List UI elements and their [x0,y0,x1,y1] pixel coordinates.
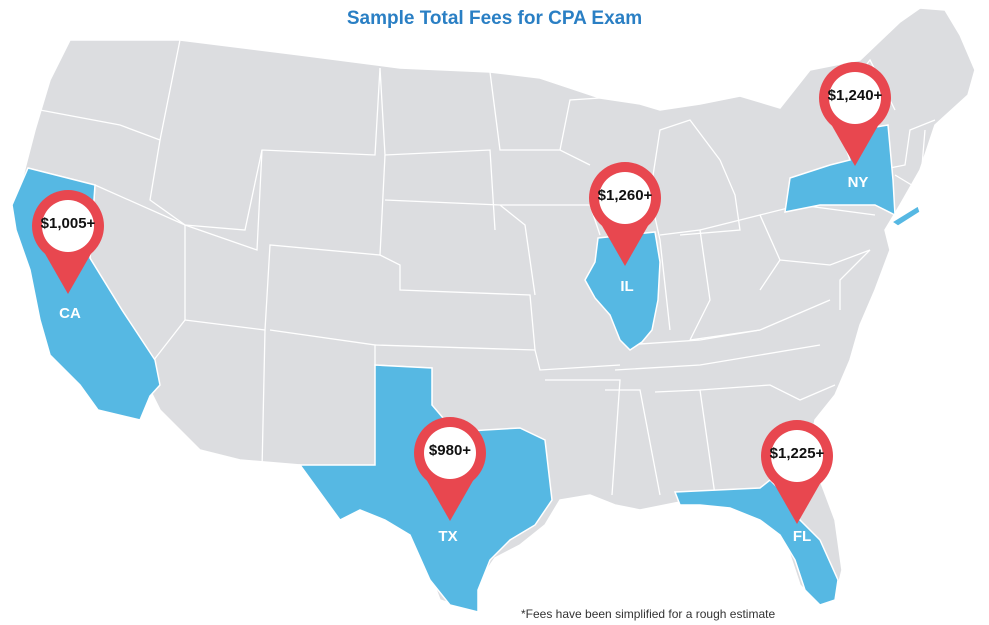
pin-marker-tx [414,417,486,521]
map-title: Sample Total Fees for CPA Exam [346,8,643,29]
state-illinois[interactable] [584,231,661,351]
pin-marker-ca [32,190,104,294]
fee-label: $1,005+ [40,215,96,232]
fee-label: $1,225+ [769,445,825,462]
fee-label: $980+ [428,442,472,459]
state-label-fl: FL [792,528,812,545]
state-label-tx: TX [438,528,458,545]
pin-marker-ny [819,62,891,166]
footnote: *Fees have been simplified for a rough e… [521,607,776,621]
pin-marker-il [589,162,661,266]
pin-shapes [32,62,891,524]
pin-marker-fl [761,420,833,524]
pin-il[interactable]: $1,260+ [585,162,665,272]
state-borders [27,39,936,496]
state-new-york[interactable] [784,124,896,217]
fee-label: $1,240+ [827,87,883,104]
long-island[interactable] [890,205,921,227]
pin-ny[interactable]: $1,240+ [815,62,895,172]
state-label-il: IL [620,278,634,295]
pin-ca[interactable]: $1,005+ [28,190,108,300]
state-label-ny: NY [847,174,869,191]
state-label-ca: CA [59,305,81,322]
fee-label: $1,260+ [597,187,653,204]
pin-fl[interactable]: $1,225+ [757,420,837,530]
pin-tx[interactable]: $980+ [410,417,490,527]
